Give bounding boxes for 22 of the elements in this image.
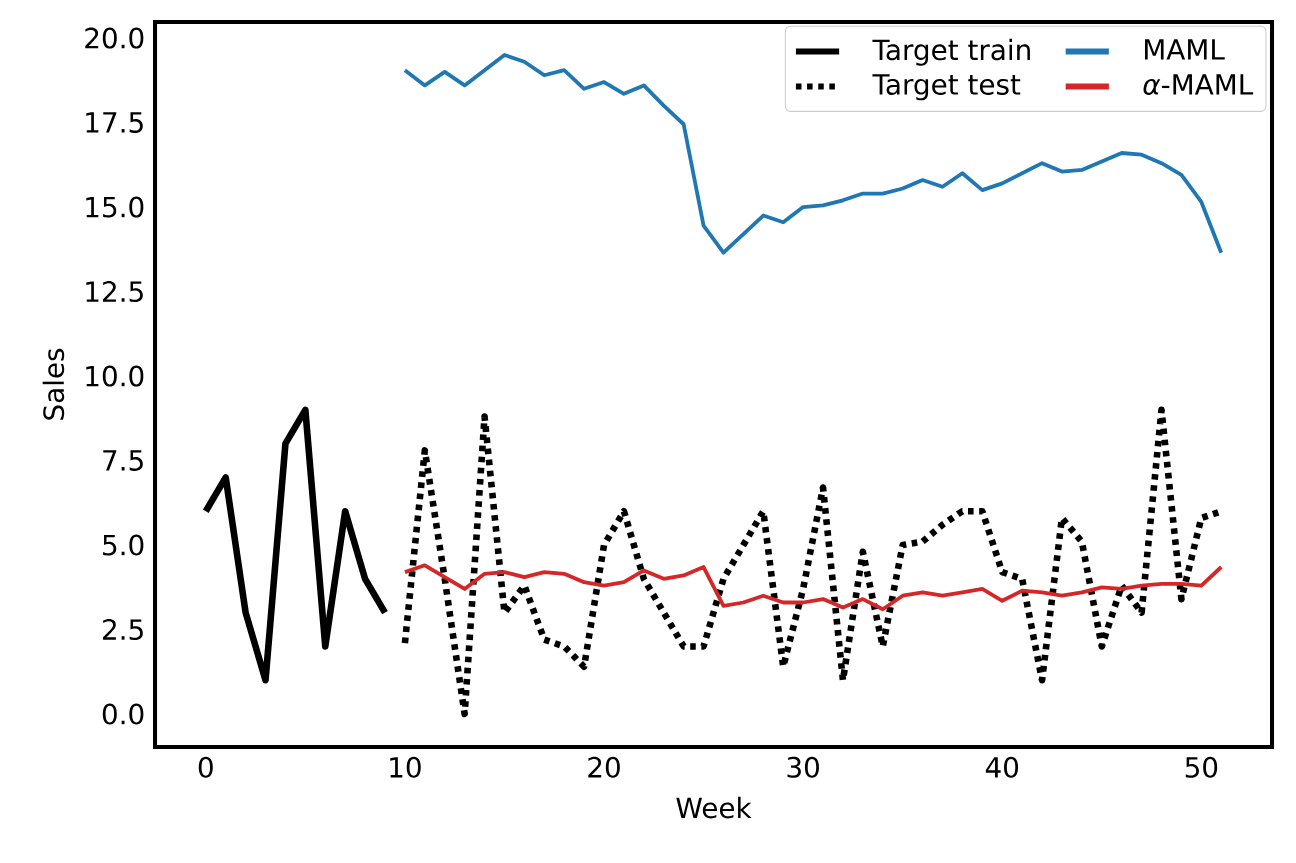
x-tick-label: 10 bbox=[390, 756, 421, 778]
x-tick-label: 0 bbox=[198, 756, 213, 778]
x-tick-label: 30 bbox=[787, 756, 819, 778]
y-tick-label: 2.5 bbox=[103, 619, 143, 641]
y-tick-label: 10.0 bbox=[86, 365, 144, 387]
y-tick-label: 5.0 bbox=[103, 534, 144, 556]
legend-label: Target test bbox=[872, 74, 1021, 101]
y-tick-label: 0.0 bbox=[102, 703, 144, 725]
y-tick-label: 12.5 bbox=[86, 281, 143, 303]
y-tick-label: 15.0 bbox=[86, 196, 144, 218]
y-tick-label: 17.5 bbox=[86, 112, 143, 133]
legend-label: Target train bbox=[872, 38, 1030, 66]
x-tick-label: 40 bbox=[985, 756, 1019, 778]
x-axis-title: Week bbox=[676, 796, 752, 819]
y-tick-label: 20.0 bbox=[85, 27, 144, 49]
y-tick-label: 7.5 bbox=[103, 450, 143, 471]
y-axis-title: Sales bbox=[42, 348, 65, 420]
line-series bbox=[403, 563, 1224, 612]
x-tick-label: 20 bbox=[588, 756, 620, 778]
legend-label: MAML bbox=[1145, 39, 1225, 60]
x-tick-label: 50 bbox=[1185, 756, 1218, 778]
legend-label: α-MAML bbox=[1143, 74, 1254, 95]
